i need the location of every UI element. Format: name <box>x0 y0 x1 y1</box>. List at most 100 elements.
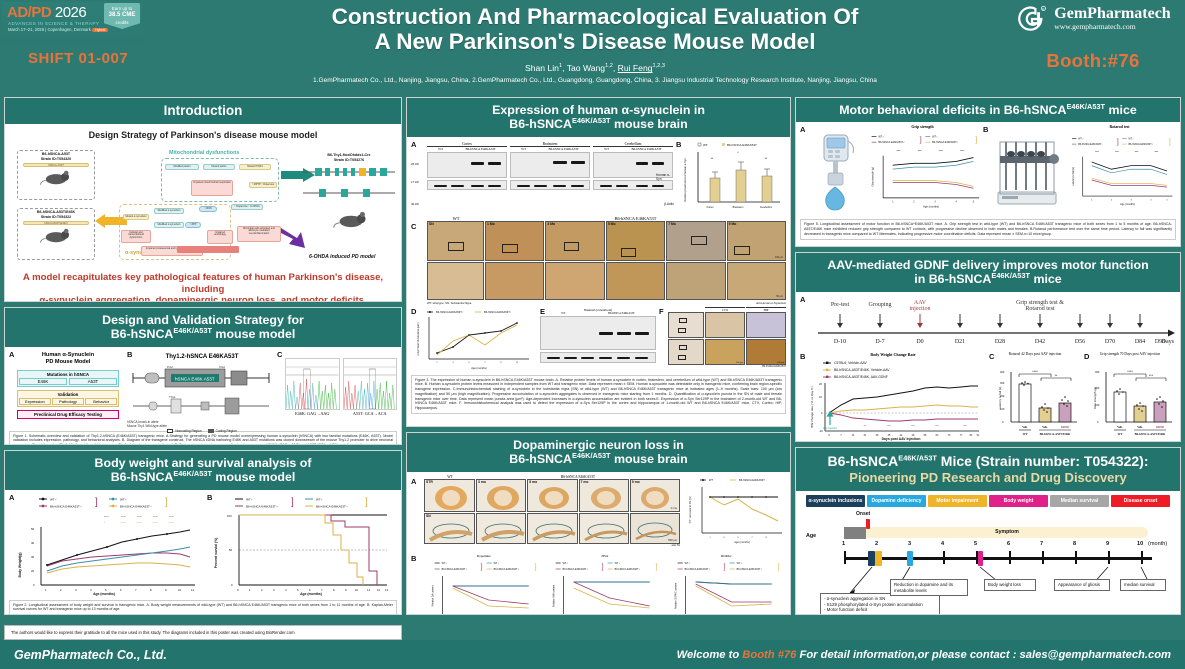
node-modified-parkin: Modified parkin <box>165 163 199 171</box>
svg-text:4: 4 <box>955 202 957 204</box>
th-tile-tg-5mo-str: 5 mo <box>527 478 578 512</box>
svg-text:B6-hSNCA E46KA53T♂: B6-hSNCA E46KA53T♂ <box>50 504 82 508</box>
subpanel-a-timeline: A Pre-test Grouping AAV injection Grip s… <box>800 295 1176 351</box>
svg-text:****: **** <box>169 521 175 525</box>
svg-text:]: ] <box>1117 138 1119 146</box>
svg-text:3: 3 <box>934 202 936 204</box>
motor-title-sup: E46K/A53T <box>1066 102 1106 111</box>
svg-text:PvuI: PvuI <box>167 365 173 369</box>
node-impaired-mito-resp: Impaired mitochondrial respiration <box>191 179 233 196</box>
conference-logo-name: AD/PD 2026 <box>2 2 142 21</box>
mitochondrial-group <box>161 157 279 202</box>
mouse-model-a53t-name: B6-hSNCA-A53T <box>41 151 71 156</box>
ihc-tile-tg-9mo-low: 9 Mo 100 μm <box>726 220 787 261</box>
subpanel-d-grip-bar: D Grip strength 70 Days post AAV injecti… <box>1084 352 1176 441</box>
chip-asyn-inclusions: α-synuclein inclusions <box>806 495 865 507</box>
chip-disease-onset: Disease onset <box>1111 495 1170 507</box>
svg-text:B6-hSNCA E46KA53T♂: B6-hSNCA E46KA53T♂ <box>246 504 278 508</box>
tick-8 <box>1075 551 1077 564</box>
svg-text:5: 5 <box>468 362 470 364</box>
cme-sub-text: credits <box>115 19 129 25</box>
svg-text:****: **** <box>1115 152 1119 154</box>
aav-legend-tg-gdnf: B6-hSNCA-A53T/E46K, AAV-GDNF <box>834 375 888 379</box>
panel-expression-body: A Cortex WT B6-hSNCA E46KA53T <box>407 136 790 426</box>
grip-bar-chart: Grip strength (g) 0 100 200 300 <box>1093 370 1172 436</box>
summary-timeline: Age Onset Symptom <box>806 509 1170 614</box>
svg-text:****: **** <box>137 521 143 525</box>
validation-expression: Expression <box>19 398 51 406</box>
legend-coding: Coding Region <box>207 428 237 433</box>
company-name: GemPharmatech <box>1054 4 1171 22</box>
booth-number: Booth:#76 <box>1046 50 1140 71</box>
expr-c-label: C <box>411 221 417 231</box>
aav-injection-annot: AAV injection <box>823 427 838 430</box>
poster-title-line2: A New Parkinson's Disease Mouse Model <box>374 29 816 55</box>
svg-text:0: 0 <box>1002 420 1004 424</box>
grip-strength-chart: WT♂ B6-hSNCA E46KA53T♂ ] WT♀ B6-hSNCA E4… <box>871 136 980 209</box>
tick-7 <box>1042 551 1044 564</box>
chart-hva: HVA WT♂ B6-hSNCA E46KA53T♂ ] WT♀ B6-hSNC… <box>545 554 664 614</box>
timeline-event-pretest: Pre-test <box>831 302 850 308</box>
survival-kaplan-meier-chart: WT♂ B6-hSNCA E46KA53T♂ ] WT♀ B6-hSNCA E4… <box>214 497 389 596</box>
svg-text:B6-hSNCA E46KA53T: B6-hSNCA E46KA53T <box>739 478 765 482</box>
timeline-event-tests: Grip strength test & <box>1016 300 1064 306</box>
column-left: Introduction Design Strategy of Parkinso… <box>4 97 402 615</box>
author-2-name: Tao Wang <box>566 63 606 74</box>
svg-text:Grip strength (g): Grip strength (g) <box>871 167 875 187</box>
f-tile-wt-overview <box>668 311 704 338</box>
node-mptp-rotenone: ↑ MPTP ↑ Rotenone <box>249 181 277 189</box>
svg-text:]: ] <box>95 497 98 508</box>
tick-label-7: 7 <box>1040 541 1044 547</box>
node-neuroinflammation: Microglial cells activated and astrocyte… <box>237 225 281 242</box>
panel-bodyweight-body: A WT♂ B6-hSNCA E46KA53T♂ ] WT♀ <box>5 489 401 614</box>
tick-4 <box>943 551 945 564</box>
th-header-wt: WT <box>447 474 453 479</box>
conclusion-line1: A model recapitulates key pathological f… <box>22 271 384 295</box>
svg-text:11: 11 <box>516 362 519 364</box>
ihc-tile-tg-7mo-low: 7 Mo <box>666 220 726 261</box>
svg-text:B6-hSNCA E46KA53T♂: B6-hSNCA E46KA53T♂ <box>878 142 905 145</box>
aav-d-title: Grip strength 70 Days post AAV injection <box>1099 351 1161 356</box>
svg-text:****: **** <box>169 515 175 519</box>
svg-text:****: **** <box>1095 152 1099 154</box>
timeline-event-aav: AAV <box>914 300 927 306</box>
expr-e-label: E <box>540 306 546 316</box>
blot-cerebellum-actin <box>593 179 673 190</box>
blot-lane-wt-1: WT <box>438 146 444 151</box>
ihc-tile-tg-3mo-high <box>545 261 605 300</box>
node-bar-red <box>177 245 239 253</box>
svg-text:10: 10 <box>819 395 822 399</box>
footer-contact: Welcome to Booth #76 For detail informat… <box>677 649 1171 661</box>
mouse-model-a53t-e46k-gene: hSNCA(A53T/E46K) <box>23 221 89 226</box>
mouse-icon <box>39 169 73 187</box>
legend-coding-label: Coding Region <box>215 428 237 433</box>
ihc-header-tg: B6-hSNCA E46KA53T <box>614 215 657 221</box>
node-modified-asyn-2: Modified α-synuclein <box>154 221 184 229</box>
logo-slash-text: / <box>27 4 32 21</box>
svg-text:0: 0 <box>33 583 35 587</box>
svg-text:77: 77 <box>960 434 963 437</box>
tick-label-8: 8 <box>1073 541 1077 547</box>
th-region-sn: SN <box>426 513 431 518</box>
panel-bodyweight-survival: Body weight and survival analysis of B6-… <box>4 450 402 615</box>
svg-text:BW change rate ( % vs Day 0 ): BW change rate ( % vs Day 0 ) <box>810 386 814 427</box>
ihc-age-9mo: 9 Mo <box>728 221 737 226</box>
validation-pathology: Pathology <box>52 398 84 406</box>
teal-arrow-icon <box>281 167 315 182</box>
svg-text:300: 300 <box>1095 370 1100 374</box>
svg-text:Veh.: Veh. <box>1042 425 1048 429</box>
aav-legend-tg-veh: B6-hSNCA-A53T/E46K, Vehicle-AAV <box>834 368 890 372</box>
svg-text:WT♀: WT♀ <box>932 136 938 139</box>
chart-hva-svg: WT♂ B6-hSNCA E46KA53T♂ ] WT♀ B6-hSNCA E4… <box>553 562 658 614</box>
svg-text:**: ** <box>711 157 714 161</box>
svg-text:3: 3 <box>723 537 725 539</box>
da-title-line2: B6-hSNCAE46K/A53T mouse brain <box>411 452 786 467</box>
svg-text:3: 3 <box>75 588 77 592</box>
f-tile-tg-ctx: 100 μm <box>705 338 745 365</box>
svg-text:Latency to fall (s): Latency to fall (s) <box>998 386 1002 409</box>
svg-text:9: 9 <box>500 362 502 364</box>
construct-sub1: hSNCA knock-in allele <box>127 419 159 424</box>
blot-brainstem-title: Brainstem <box>510 142 590 147</box>
tick-label-4: 4 <box>941 541 945 547</box>
svg-text:300: 300 <box>1000 381 1005 385</box>
